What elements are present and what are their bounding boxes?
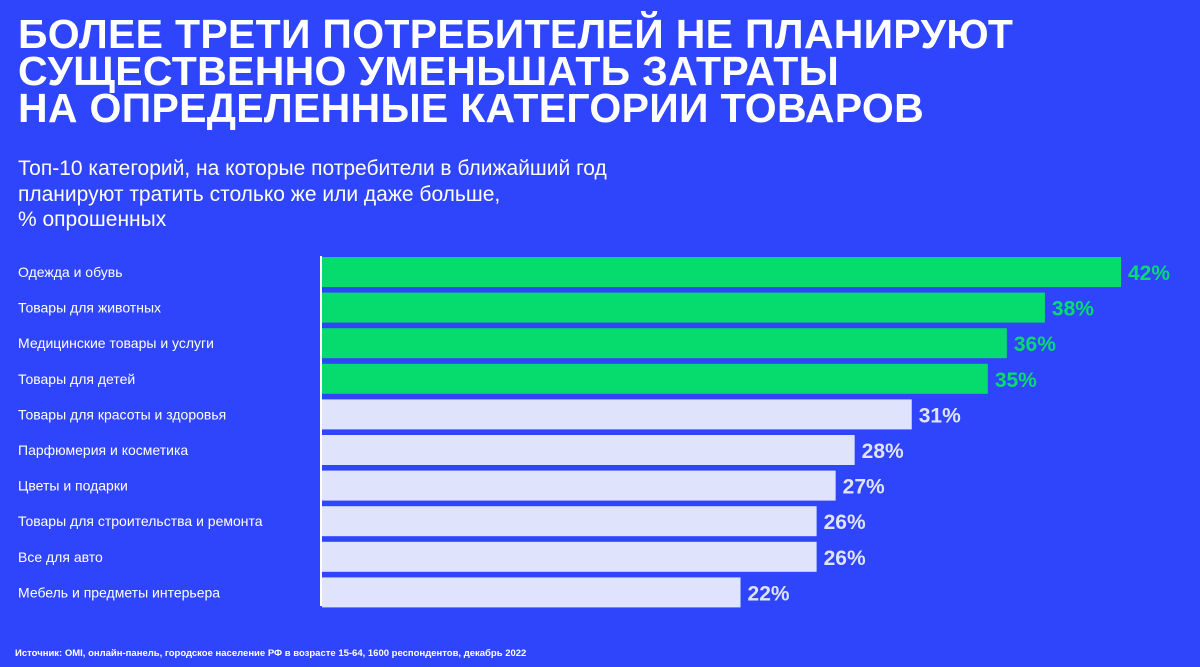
- bar: [322, 292, 1045, 323]
- bar: [322, 257, 1121, 287]
- bar: [322, 328, 1007, 359]
- category-label: Товары для красоты и здоровья: [18, 406, 226, 422]
- subtitle-line: планируют тратить столько же или даже бо…: [18, 182, 501, 206]
- bar: [322, 506, 817, 537]
- value-label: 28%: [862, 440, 904, 463]
- category-label: Одежда и обувь: [18, 264, 123, 280]
- value-label: 31%: [919, 404, 961, 427]
- category-label: Товары для детей: [18, 371, 135, 387]
- title-line: НА ОПРЕДЕЛЕННЫЕ КАТЕГОРИИ ТОВАРОВ: [18, 85, 924, 131]
- category-label: Товары для строительства и ремонта: [18, 513, 263, 529]
- title-line: СУЩЕСТВЕННО УМЕНЬШАТЬ ЗАТРАТЫ: [18, 48, 840, 94]
- value-label: 22%: [748, 582, 790, 605]
- value-label: 26%: [824, 547, 866, 570]
- value-label: 36%: [1014, 333, 1056, 356]
- bar: [322, 577, 741, 608]
- bar: [322, 435, 855, 465]
- category-label: Цветы и подарки: [18, 478, 128, 494]
- chart-title: БОЛЕЕ ТРЕТИ ПОТРЕБИТЕЛЕЙ НЕ ПЛАНИРУЮТ СУ…: [18, 11, 1014, 131]
- bar: [322, 399, 912, 430]
- value-label: 42%: [1128, 262, 1170, 285]
- value-label: 26%: [824, 511, 866, 534]
- bar: [322, 541, 817, 572]
- subtitle-line: Топ-10 категорий, на которые потребители…: [18, 157, 607, 180]
- subtitle-line: % опрошенных: [18, 208, 167, 231]
- category-label: Все для авто: [18, 549, 103, 565]
- value-label: 27%: [843, 476, 885, 499]
- value-label: 38%: [1052, 298, 1094, 321]
- category-label: Товары для животных: [18, 300, 161, 316]
- value-label: 35%: [995, 369, 1037, 392]
- title-line: БОЛЕЕ ТРЕТИ ПОТРЕБИТЕЛЕЙ НЕ ПЛАНИРУЮТ: [18, 11, 1014, 57]
- category-label: Медицинские товары и услуги: [18, 335, 214, 351]
- bar: [322, 363, 988, 394]
- chart-subtitle: Топ-10 категорий, на которые потребители…: [18, 156, 607, 233]
- bar: [322, 470, 836, 501]
- category-label: Мебель и предметы интерьера: [18, 584, 220, 600]
- source-note: Источник: OMI, онлайн-панель, городское …: [15, 648, 527, 659]
- category-label: Парфюмерия и косметика: [18, 442, 188, 458]
